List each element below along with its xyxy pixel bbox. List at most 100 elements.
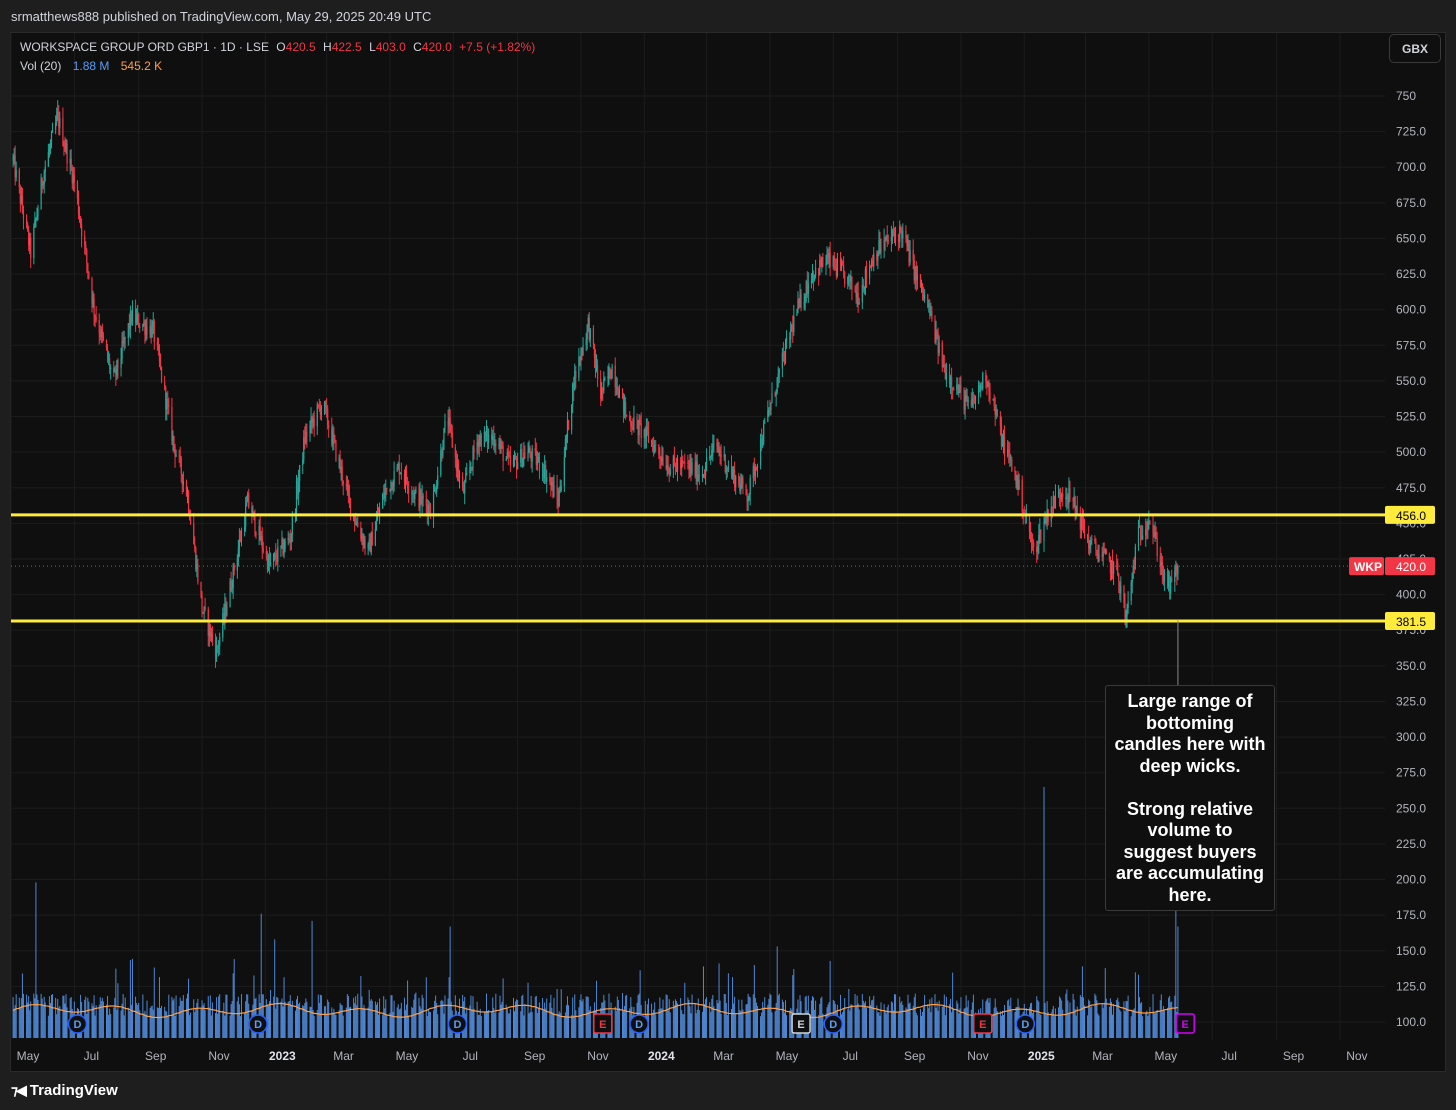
candle-body bbox=[392, 486, 394, 490]
candle-body bbox=[818, 268, 820, 276]
candle-body bbox=[98, 320, 100, 334]
candle-body bbox=[320, 407, 323, 415]
footer: ⁊◀ TradingView bbox=[0, 1072, 1456, 1110]
candle-body bbox=[582, 344, 584, 355]
candle-body bbox=[783, 354, 786, 363]
candle-body bbox=[759, 438, 762, 466]
candle-body bbox=[920, 283, 923, 288]
earnings-marker-icon bbox=[791, 1013, 811, 1034]
candle-body bbox=[592, 328, 595, 345]
candle-body bbox=[80, 224, 83, 237]
candle-body bbox=[796, 312, 798, 316]
candle-body bbox=[987, 382, 989, 386]
candle-body bbox=[63, 145, 65, 147]
candle-body bbox=[506, 452, 508, 459]
candle-body bbox=[397, 463, 399, 467]
candle-body bbox=[723, 454, 725, 458]
candle-body bbox=[171, 406, 173, 441]
candle-body bbox=[281, 539, 283, 546]
candle-body bbox=[836, 259, 839, 276]
candle-body bbox=[115, 369, 117, 376]
candle-body bbox=[850, 276, 852, 282]
candle-body bbox=[843, 265, 845, 272]
candle-body bbox=[1053, 495, 1055, 508]
candle-body bbox=[444, 421, 446, 429]
candle-body bbox=[306, 431, 308, 437]
candle-body bbox=[1067, 495, 1069, 504]
candle-body bbox=[420, 490, 422, 504]
candle-body bbox=[501, 443, 503, 446]
candle-body bbox=[237, 548, 239, 559]
candle-body bbox=[101, 329, 103, 336]
candle-body bbox=[345, 484, 347, 486]
candle-body bbox=[855, 291, 857, 298]
y-tick-label: 575.0 bbox=[1396, 338, 1426, 352]
candle-body bbox=[368, 539, 370, 545]
candle-body bbox=[159, 361, 162, 367]
candle-body bbox=[1038, 534, 1040, 547]
candle-body bbox=[238, 538, 241, 549]
candle-body bbox=[585, 339, 587, 345]
candle-body bbox=[342, 480, 344, 485]
y-tick-label: 275.0 bbox=[1396, 766, 1426, 780]
candle-body bbox=[406, 481, 409, 489]
dividend-marker-icon bbox=[67, 1014, 88, 1034]
dividend-marker-icon bbox=[629, 1014, 649, 1034]
candle-body bbox=[1117, 563, 1119, 575]
candle-body bbox=[164, 381, 166, 387]
candle-body bbox=[197, 564, 199, 582]
candle-body bbox=[522, 458, 524, 467]
candle-body bbox=[885, 235, 887, 241]
candle-body bbox=[215, 646, 218, 658]
candle-body bbox=[742, 477, 744, 485]
candle-body bbox=[927, 294, 929, 307]
candle-body bbox=[21, 196, 24, 210]
y-tick-label: 625.0 bbox=[1396, 267, 1426, 281]
candle-body bbox=[804, 295, 806, 302]
candle-body bbox=[1156, 538, 1158, 557]
candle-body bbox=[701, 474, 704, 477]
candle-body bbox=[1018, 479, 1020, 490]
candle-body bbox=[341, 466, 343, 481]
candle-body bbox=[116, 360, 118, 376]
y-tick-label: 550.0 bbox=[1396, 374, 1426, 388]
candle-body bbox=[71, 167, 73, 184]
price-chart[interactable]: 100.0 125.0 150.0 175.0 200.0 225.0 250.0 275.0… bbox=[0, 0, 1456, 1072]
candle-body bbox=[441, 450, 443, 456]
candle-body bbox=[572, 383, 574, 406]
candle-body bbox=[1154, 532, 1156, 536]
candle-body bbox=[295, 485, 298, 512]
candle-body bbox=[247, 493, 249, 503]
candle-body bbox=[713, 442, 715, 445]
candle-body bbox=[1065, 497, 1067, 499]
candle-body bbox=[182, 481, 184, 485]
candle-body bbox=[552, 481, 554, 497]
annotation-note[interactable]: Large range of bottoming candles here wi… bbox=[1105, 685, 1275, 911]
candle-body bbox=[1163, 571, 1166, 582]
candle-body bbox=[595, 365, 598, 371]
candle-body bbox=[1039, 529, 1041, 535]
open-value: 420.5 bbox=[285, 40, 316, 54]
currency-button[interactable]: GBX bbox=[1389, 34, 1441, 63]
candle-body bbox=[20, 196, 22, 204]
candle-body bbox=[761, 438, 763, 447]
candle-body bbox=[915, 266, 917, 281]
candle-body bbox=[35, 218, 37, 220]
candle-body bbox=[886, 235, 888, 241]
candle-body bbox=[57, 111, 59, 116]
candle-body bbox=[433, 488, 436, 492]
candle-body bbox=[451, 431, 453, 448]
candle-body bbox=[521, 449, 523, 467]
candle-body bbox=[560, 486, 562, 491]
tradingview-logo[interactable]: ⁊◀ TradingView bbox=[11, 1082, 118, 1099]
candle-body bbox=[165, 386, 167, 410]
candle-body bbox=[73, 174, 75, 182]
candle-body bbox=[472, 447, 474, 469]
candle-body bbox=[906, 237, 908, 247]
candle-body bbox=[333, 432, 335, 440]
candle-body bbox=[190, 519, 192, 524]
candle-body bbox=[219, 637, 221, 646]
candle-body bbox=[959, 385, 961, 392]
candle-body bbox=[951, 377, 953, 389]
candle-body bbox=[157, 345, 160, 351]
